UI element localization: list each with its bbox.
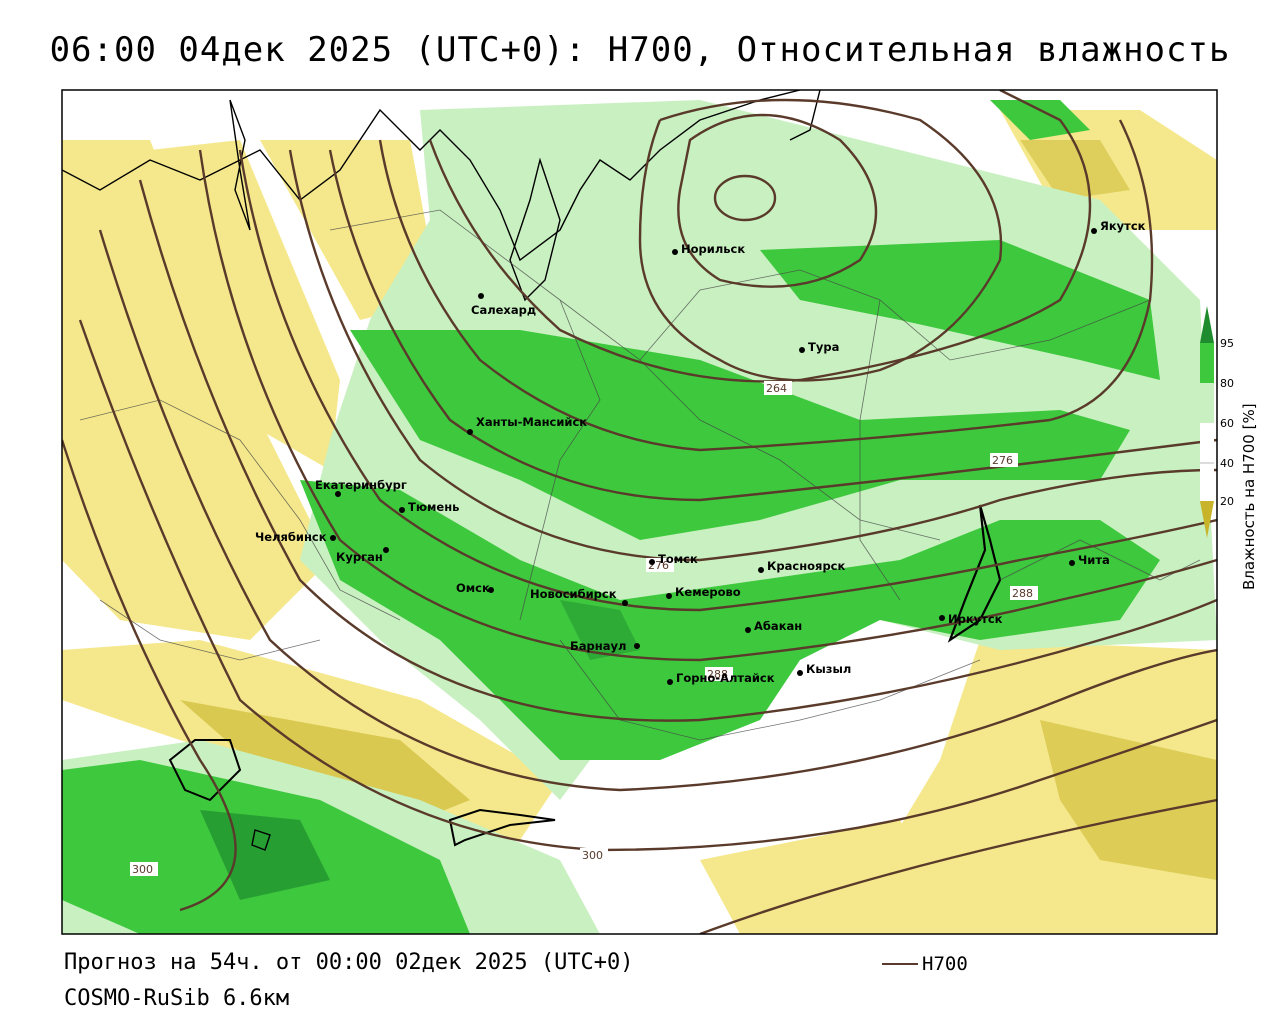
city-label: Кызыл bbox=[806, 662, 851, 676]
contour-line bbox=[198, 149, 1217, 662]
colorbar-tick: 60 bbox=[1220, 417, 1234, 430]
colorbar-tick: 20 bbox=[1220, 495, 1234, 508]
humidity-field bbox=[62, 90, 1217, 934]
contour-label: 276 bbox=[992, 454, 1013, 467]
city-label: Томск bbox=[658, 552, 698, 566]
h700-contours bbox=[62, 90, 1217, 934]
contour-label: 288 bbox=[1012, 587, 1033, 600]
city-label: Курган bbox=[336, 550, 383, 564]
colorbar-seg-wet bbox=[1200, 343, 1214, 383]
contour-line bbox=[288, 149, 1217, 562]
model-name: COSMO-RuSib 6.6км bbox=[64, 986, 290, 1011]
colorbar-tick: 80 bbox=[1220, 377, 1234, 390]
h700-legend-line bbox=[882, 963, 918, 965]
colorbar-seg-neutral-a bbox=[1200, 423, 1214, 463]
map-title: 06:00 04дек 2025 (UTC+0): H700, Относите… bbox=[49, 30, 1231, 70]
contour-label: 288 bbox=[707, 668, 728, 681]
colorbar: 95 80 60 40 20 bbox=[1200, 306, 1234, 538]
coastlines-and-borders bbox=[62, 90, 1002, 851]
h700-legend-label: H700 bbox=[922, 953, 968, 975]
city-label: Якутск bbox=[1100, 219, 1146, 233]
city-label: Ханты-Мансийск bbox=[476, 415, 587, 429]
colorbar-tick: 40 bbox=[1220, 457, 1234, 470]
city-label: Екатеринбург bbox=[315, 478, 407, 492]
colorbar-tick: 95 bbox=[1220, 337, 1234, 350]
city-label: Кемерово bbox=[675, 585, 741, 599]
contour-line bbox=[78, 319, 1217, 852]
region-borders bbox=[79, 209, 1201, 741]
forecast-info: Прогноз на 54ч. от 00:00 02дек 2025 (UTC… bbox=[64, 950, 634, 975]
contour-label: 264 bbox=[766, 382, 787, 395]
contour-line bbox=[328, 149, 1217, 502]
contour-line bbox=[62, 439, 237, 912]
contour-label: 300 bbox=[582, 849, 603, 862]
contour-line bbox=[677, 113, 878, 288]
contour-label: 300 bbox=[132, 863, 153, 876]
city-label: Барнаул bbox=[570, 639, 626, 653]
contour-line bbox=[713, 174, 777, 222]
city-label: Тюмень bbox=[408, 500, 459, 514]
contour-line bbox=[378, 119, 1154, 452]
contour-line bbox=[238, 149, 1217, 612]
city-label: Чита bbox=[1078, 553, 1110, 567]
city-label: Горно-Алтайск bbox=[676, 671, 775, 685]
city-label: Челябинск bbox=[255, 530, 327, 544]
city-label: Норильск bbox=[681, 242, 745, 256]
colorbar-cap-top bbox=[1200, 306, 1214, 343]
city-label: Салехард bbox=[471, 303, 536, 317]
city-label: Новосибирск bbox=[530, 587, 617, 601]
colorbar-seg-moist bbox=[1200, 383, 1214, 423]
colorbar-seg-neutral-b bbox=[1200, 463, 1214, 501]
colorbar-title: Влажность на H700 [%] bbox=[1240, 403, 1258, 590]
city-layer: Салехард Норильск Якутск Тура Ханты-Манс… bbox=[255, 219, 1146, 685]
contour-line bbox=[699, 798, 1217, 934]
contour-line bbox=[98, 229, 1217, 792]
contour-line bbox=[138, 179, 1217, 722]
city-label: Абакан bbox=[754, 619, 802, 633]
city-label: Иркутск bbox=[948, 612, 1003, 626]
contour-line bbox=[428, 90, 1092, 383]
colorbar-cap-bottom bbox=[1200, 501, 1214, 538]
city-label: Тура bbox=[808, 340, 839, 354]
city-label: Красноярск bbox=[767, 559, 845, 573]
city-label: Омск bbox=[456, 581, 490, 595]
map-frame bbox=[61, 89, 1218, 935]
